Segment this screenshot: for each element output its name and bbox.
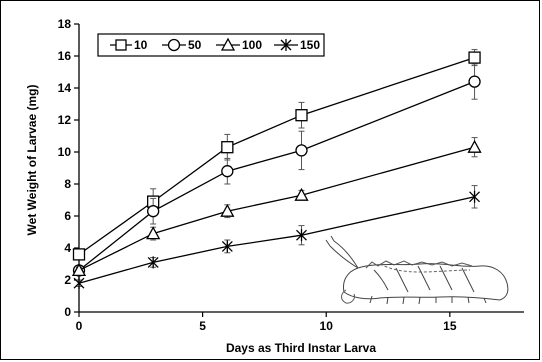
data-point [468, 51, 481, 64]
x-tick-label: 10 [320, 319, 334, 333]
y-tick-label: 16 [58, 49, 72, 63]
y-tick-label: 8 [64, 177, 71, 191]
series-line [78, 56, 475, 255]
y-tick-label: 0 [64, 305, 71, 319]
legend-item-10: 10 [110, 38, 148, 52]
x-tick-label: 15 [443, 319, 457, 333]
data-point [221, 165, 234, 178]
series-50 [72, 63, 481, 277]
legend-label-10: 10 [134, 38, 148, 52]
tick-group: 0 2 4 6 8 10 12 14 16 18 0 5 10 15 [58, 17, 457, 333]
x-tick-label: 0 [76, 319, 83, 333]
legend-item-100: 100 [216, 37, 262, 52]
y-tick-label: 2 [64, 273, 71, 287]
series-10 [72, 49, 481, 261]
data-point [468, 75, 481, 88]
data-point [220, 203, 235, 217]
x-axis-label: Days as Third Instar Larva [226, 341, 376, 355]
data-point [295, 109, 308, 122]
legend-box [97, 33, 325, 57]
y-tick-label: 12 [58, 113, 72, 127]
series-line [78, 196, 475, 284]
series-line [78, 80, 475, 271]
legend-item-50: 50 [162, 38, 202, 52]
y-tick-label: 14 [58, 81, 72, 95]
y-axis-label: Wet Weight of Larvae (mg) [25, 85, 39, 236]
circle-marker-icon [167, 38, 181, 52]
caterpillar-illustration [325, 235, 509, 305]
legend-label-100: 100 [242, 38, 262, 52]
data-point [467, 139, 482, 153]
data-point [469, 190, 481, 203]
data-point [294, 187, 309, 201]
y-tick-label: 18 [58, 17, 72, 31]
series-150 [73, 185, 481, 290]
legend-item-150: 150 [274, 38, 320, 52]
data-point [221, 141, 234, 154]
data-point [295, 144, 308, 157]
data-point [296, 229, 307, 242]
y-tick-label: 10 [58, 145, 72, 159]
y-tick-label: 6 [64, 209, 71, 223]
triangle-marker-icon [220, 37, 236, 51]
data-point [147, 205, 160, 218]
data-point [146, 226, 161, 240]
data-point [147, 256, 159, 269]
data-point [221, 240, 233, 253]
data-point [73, 277, 85, 290]
data-point [72, 248, 86, 261]
series-group [71, 49, 482, 290]
series-line [78, 146, 475, 271]
legend-label-50: 50 [188, 38, 202, 52]
square-marker-icon [115, 39, 127, 51]
series-100 [71, 137, 482, 277]
data-point [71, 263, 87, 277]
x-tick-label: 5 [199, 319, 206, 333]
star-marker-icon [280, 39, 292, 51]
y-tick-label: 4 [64, 241, 71, 255]
legend-label-150: 150 [300, 38, 320, 52]
legend: 10 50 100 150 [97, 33, 325, 57]
